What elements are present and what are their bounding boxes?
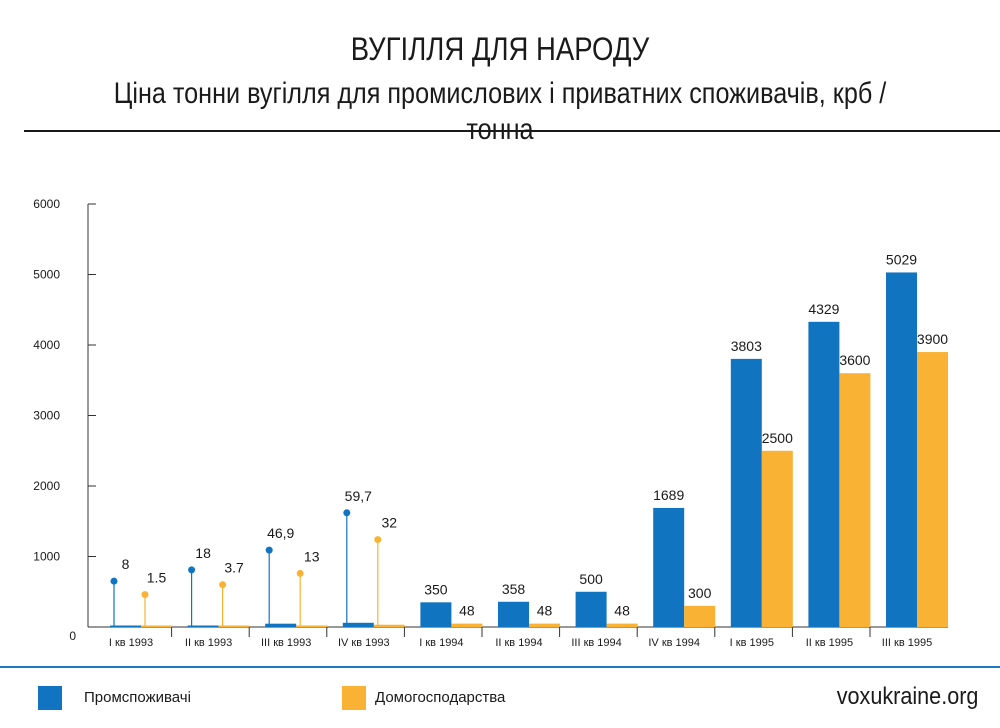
source-label: voxukraine.org (836, 683, 978, 710)
x-tick-label: II кв 1994 (495, 637, 542, 649)
bar-industry (420, 602, 452, 627)
data-label: 3.7 (224, 560, 244, 576)
bar-household (606, 623, 638, 627)
data-label: 3600 (839, 352, 870, 368)
y-tick-label: 2000 (33, 479, 60, 493)
header-divider (24, 130, 1000, 132)
data-label: 5029 (886, 251, 917, 267)
data-label: 8 (122, 556, 130, 572)
marker-dot-household (296, 569, 304, 577)
bar-chart: 0 1000 2000 3000 4000 5000 6000 I кв 1993 8 1.5 II… (33, 197, 948, 649)
data-label: 48 (614, 603, 630, 619)
y-tick-label: 4000 (33, 338, 60, 352)
data-label: 18 (195, 545, 211, 561)
bar-household (839, 373, 871, 627)
y-tick-label: 3000 (33, 409, 60, 423)
chart-title: ВУГІЛЛЯ ДЛЯ НАРОДУ (350, 31, 650, 67)
x-tick-label: III кв 1994 (571, 637, 621, 649)
bar-household (684, 605, 716, 627)
marker-dot-industry (265, 546, 273, 554)
y-tick-label: 5000 (33, 268, 60, 282)
y-tick-label: 1000 (33, 550, 60, 564)
bar-industry (730, 358, 762, 627)
bar-industry (653, 507, 685, 627)
data-label: 4329 (808, 301, 839, 317)
bar-household (451, 623, 483, 627)
x-tick-label: II кв 1993 (185, 637, 232, 649)
legend-swatch-household (342, 686, 366, 710)
bar-industry (265, 623, 297, 627)
footer-divider (0, 666, 1000, 668)
bar-household (141, 625, 172, 627)
bar-household (373, 624, 405, 627)
x-tick-label: IV кв 1993 (338, 637, 390, 649)
data-label: 300 (688, 585, 712, 601)
data-label: 48 (459, 603, 475, 619)
bar-industry (808, 321, 840, 627)
data-label: 32 (382, 515, 398, 531)
bar-industry (110, 625, 141, 627)
marker-dot-industry (188, 566, 196, 574)
x-tick-label: IV кв 1994 (648, 637, 700, 649)
data-label: 59,7 (345, 488, 372, 504)
data-label: 3803 (731, 338, 762, 354)
bar-industry (342, 622, 374, 627)
data-label: 3900 (917, 331, 948, 347)
y-tick-label: 6000 (33, 197, 60, 211)
marker-dot-household (141, 591, 149, 599)
bar-household (761, 450, 793, 627)
bar-industry (187, 625, 219, 627)
x-tick-label: III кв 1993 (261, 637, 311, 649)
data-label: 500 (579, 571, 603, 587)
bar-household (296, 625, 328, 627)
data-label: 13 (304, 548, 320, 564)
chart-subtitle: Ціна тонни вугілля для промислових і при… (113, 77, 887, 146)
x-tick-label: III кв 1995 (882, 637, 932, 649)
marker-dot-industry (110, 577, 118, 585)
bar-household (917, 352, 948, 627)
bar-industry (498, 601, 529, 627)
x-tick-label: II кв 1995 (806, 637, 853, 649)
marker-dot-industry (343, 509, 351, 517)
data-label: 1.5 (147, 570, 167, 586)
legend-swatch-industry (38, 686, 62, 710)
x-tick-label: I кв 1993 (109, 637, 153, 649)
data-label: 350 (424, 581, 448, 597)
data-label: 46,9 (267, 525, 294, 541)
x-tick-label: I кв 1995 (730, 637, 774, 649)
data-label: 358 (502, 581, 526, 597)
legend-label-household: Домогосподарства (375, 689, 506, 706)
y-tick-label: 0 (69, 629, 76, 643)
bar-industry (575, 591, 607, 627)
bar-industry (886, 272, 917, 627)
bar-household (529, 623, 560, 627)
legend-label-industry: Промспоживачі (84, 689, 191, 706)
x-tick-label: I кв 1994 (419, 637, 463, 649)
data-label: 48 (537, 603, 553, 619)
data-label: 2500 (762, 430, 793, 446)
data-label: 1689 (653, 487, 684, 503)
bar-household (218, 625, 250, 627)
marker-dot-household (374, 536, 382, 544)
marker-dot-household (219, 581, 227, 589)
